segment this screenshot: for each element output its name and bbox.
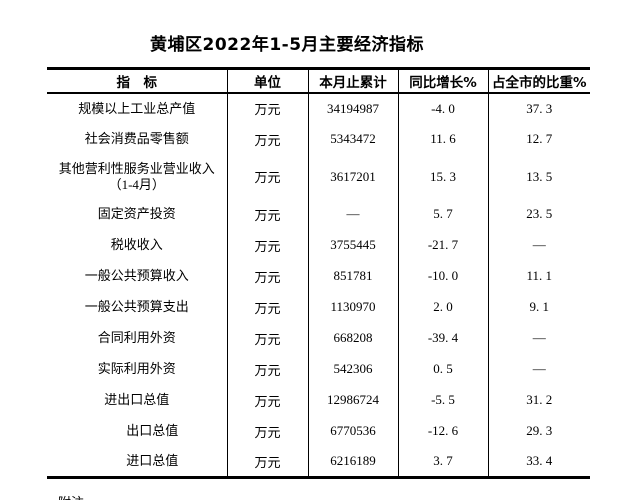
indicator-name: 税收收入 [110, 237, 163, 252]
share-cell: 37. 3 [487, 92, 590, 124]
header-share: 占全市的比重% [487, 68, 590, 94]
cumulative-cell: 5343472 [307, 123, 398, 155]
share-cell: 29. 3 [487, 415, 590, 447]
indicator-name: 规模以上工业总产值 [78, 100, 196, 116]
table-row: 固定资产投资 万元 — 5. 7 23. 5 [47, 198, 590, 230]
unit-cell: 万元 [226, 415, 308, 447]
yoy-cell: -21. 7 [397, 229, 488, 261]
table-row: 出口总值 万元 6770536 -12. 6 29. 3 [47, 415, 590, 447]
cumulative-cell: 851781 [307, 260, 398, 292]
yoy-cell: 3. 7 [397, 446, 488, 478]
share-cell: 9. 1 [487, 291, 590, 323]
share-cell: 12. 7 [487, 123, 590, 155]
indicator-name: 出口总值 [126, 423, 179, 438]
share-cell: 11. 1 [487, 260, 590, 292]
unit-cell: 万元 [226, 446, 308, 478]
unit-cell: 万元 [226, 291, 308, 323]
table-row: 税收收入 万元 3755445 -21. 7 — [47, 229, 590, 261]
cumulative-cell: 6216189 [307, 446, 398, 478]
yoy-cell: 0. 5 [397, 353, 488, 385]
share-cell: 31. 2 [487, 384, 590, 416]
table-row: 进出口总值 万元 12986724 -5. 5 31. 2 [47, 384, 590, 416]
header-cumulative: 本月止累计 [307, 68, 398, 94]
share-cell: 33. 4 [487, 446, 590, 478]
yoy-cell: -10. 0 [397, 260, 488, 292]
unit-cell: 万元 [226, 229, 308, 261]
yoy-cell: 11. 6 [397, 123, 488, 155]
header-indicator: 指 标 [47, 68, 227, 94]
cumulative-cell: 1130970 [307, 291, 398, 323]
yoy-cell: 5. 7 [397, 198, 488, 230]
unit-cell: 万元 [226, 384, 308, 416]
cumulative-cell: 12986724 [307, 384, 398, 416]
unit-cell: 万元 [226, 353, 308, 385]
cumulative-cell: 542306 [307, 353, 398, 385]
unit-cell: 万元 [226, 322, 308, 354]
share-cell: — [487, 322, 590, 354]
yoy-cell: -39. 4 [397, 322, 488, 354]
indicator-name: 社会消费品零售额 [84, 131, 189, 146]
unit-cell: 万元 [226, 198, 308, 230]
footnote: 附注 [58, 492, 84, 500]
cumulative-cell: — [307, 198, 398, 230]
indicator-name: 其他营利性服务业营业收入 （1-4月） [58, 160, 215, 192]
share-cell: 23. 5 [487, 198, 590, 230]
table-row: 合同利用外资 万元 668208 -39. 4 — [47, 322, 590, 354]
unit-cell: 万元 [226, 92, 308, 124]
table-row: 进口总值 万元 6216189 3. 7 33. 4 [47, 446, 590, 478]
header-yoy: 同比增长% [397, 68, 488, 94]
table-row: 社会消费品零售额 万元 5343472 11. 6 12. 7 [47, 123, 590, 155]
table-row: 一般公共预算支出 万元 1130970 2. 0 9. 1 [47, 291, 590, 323]
indicator-name: 一般公共预算收入 [84, 268, 189, 283]
unit-cell: 万元 [226, 123, 308, 155]
cumulative-cell: 34194987 [307, 92, 398, 124]
table-row: 其他营利性服务业营业收入 （1-4月） 万元 3617201 15. 3 13.… [47, 154, 590, 199]
unit-cell: 万元 [226, 260, 308, 292]
share-cell: — [487, 353, 590, 385]
yoy-cell: -12. 6 [397, 415, 488, 447]
indicators-table: 指 标 单位 本月止累计 同比增长% 占全市的比重% 规模以上工业总产值 万元 … [47, 67, 590, 479]
table-row: 一般公共预算收入 万元 851781 -10. 0 11. 1 [47, 260, 590, 292]
yoy-cell: -4. 0 [397, 92, 488, 124]
indicator-name: 实际利用外资 [97, 361, 176, 376]
unit-cell: 万元 [226, 154, 308, 199]
header-row: 指 标 单位 本月止累计 同比增长% 占全市的比重% [47, 68, 590, 94]
cumulative-cell: 6770536 [307, 415, 398, 447]
yoy-cell: -5. 5 [397, 384, 488, 416]
table-row: 实际利用外资 万元 542306 0. 5 — [47, 353, 590, 385]
indicator-name: 固定资产投资 [97, 206, 176, 221]
yoy-cell: 2. 0 [397, 291, 488, 323]
share-cell: 13. 5 [487, 154, 590, 199]
indicator-name: 一般公共预算支出 [84, 299, 189, 314]
cumulative-cell: 668208 [307, 322, 398, 354]
table-row: 规模以上工业总产值 万元 34194987 -4. 0 37. 3 [47, 92, 590, 124]
indicator-name: 合同利用外资 [97, 330, 176, 345]
cumulative-cell: 3755445 [307, 229, 398, 261]
indicator-name: 进出口总值 [104, 392, 170, 407]
yoy-cell: 15. 3 [397, 154, 488, 199]
page-title: 黄埔区2022年1-5月主要经济指标 [150, 35, 425, 55]
indicator-name: 进口总值 [126, 453, 179, 469]
cumulative-cell: 3617201 [307, 154, 398, 199]
share-cell: — [487, 229, 590, 261]
header-unit: 单位 [226, 68, 308, 94]
